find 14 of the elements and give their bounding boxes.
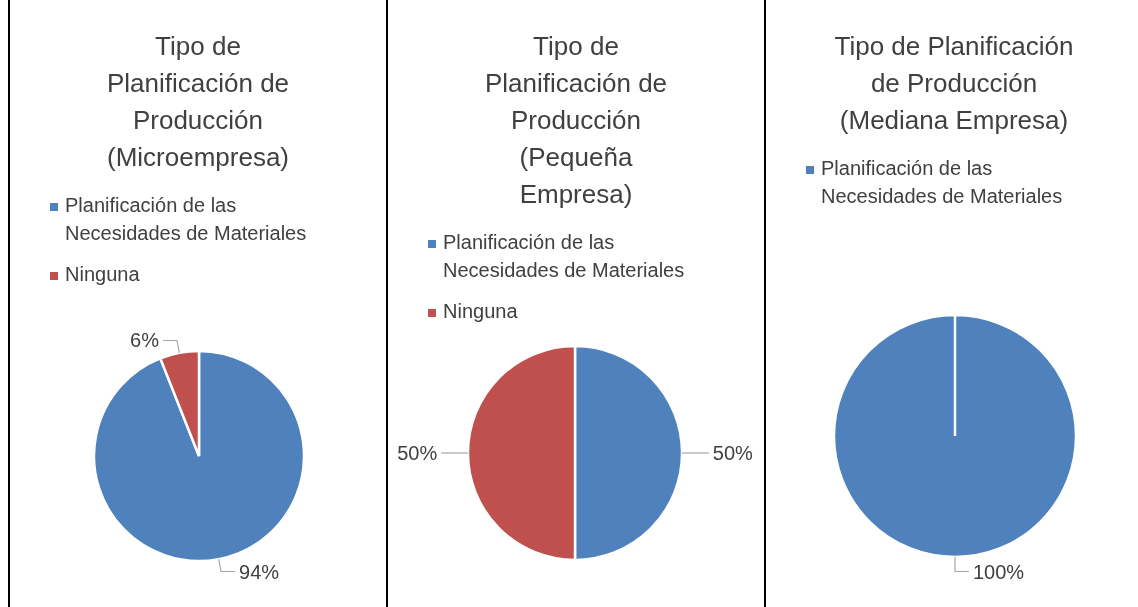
legend-label: Planificación de las Necesidades de Materiales [65, 194, 307, 244]
chart-title: Tipo de Planificación de Producción (Mediana Empresa) [834, 31, 1074, 135]
legend-label: Ninguna [443, 300, 519, 322]
pie-slice [92, 349, 306, 563]
chart-title: Tipo de Planificación de Producción (Microempresa) [106, 31, 290, 172]
data-label: 100% [973, 560, 1025, 583]
data-label: 50% [397, 442, 438, 464]
data-label: 6% [130, 329, 160, 352]
legend-label: Planificación de las Necesidades de Materiales [443, 231, 685, 281]
data-label: 94% [239, 560, 280, 583]
legend-label: Planificación de las Necesidades de Materiales [821, 157, 1063, 207]
legend-label: Ninguna [65, 263, 141, 285]
data-label: 50% [712, 442, 754, 464]
chart-title: Tipo de Planificación de Producción (Pequeña Empresa) [484, 31, 668, 209]
